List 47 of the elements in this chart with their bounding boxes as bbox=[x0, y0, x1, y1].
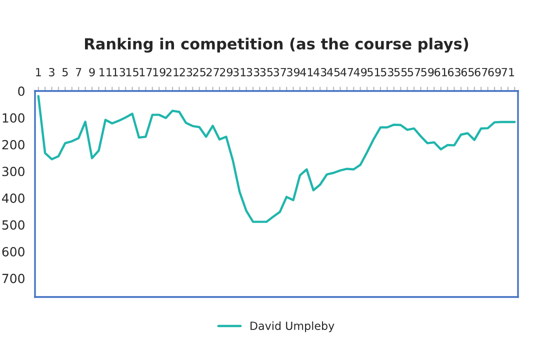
x-tick-label: 13 bbox=[113, 68, 126, 76]
x-tick-label: 69 bbox=[488, 68, 501, 76]
x-tick-label: 49 bbox=[354, 68, 367, 76]
legend-label: David Umpleby bbox=[250, 321, 334, 332]
x-tick-label: 25 bbox=[193, 68, 206, 76]
x-tick-label: 37 bbox=[274, 68, 286, 76]
chart-title: Ranking in competition (as the course plays) bbox=[85, 38, 468, 53]
x-tick-label: 17 bbox=[140, 68, 152, 76]
x-tick-label: 5 bbox=[62, 68, 68, 76]
x-tick-label: 43 bbox=[314, 68, 326, 76]
y-tick-label: 400 bbox=[2, 193, 24, 203]
y-tick-label: 100 bbox=[2, 113, 24, 123]
x-tick-label: 51 bbox=[368, 68, 380, 76]
x-tick-label: 53 bbox=[380, 68, 394, 76]
x-tick-label: 1 bbox=[36, 68, 41, 76]
y-tick-label: 500 bbox=[2, 220, 24, 230]
x-tick-label: 57 bbox=[408, 68, 420, 76]
x-tick-label: 67 bbox=[474, 68, 488, 76]
x-tick-label: 41 bbox=[300, 68, 313, 76]
x-tick-label: 65 bbox=[461, 68, 474, 76]
x-tick-label: 63 bbox=[448, 68, 460, 76]
x-tick-label: 9 bbox=[89, 68, 95, 76]
line-series bbox=[37, 94, 516, 223]
x-tick-label: 15 bbox=[126, 68, 138, 76]
y-tick-label: 0 bbox=[18, 86, 24, 96]
x-tick-label: 71 bbox=[502, 68, 514, 76]
x-tick-label: 23 bbox=[180, 68, 192, 76]
x-tick-label: 39 bbox=[287, 68, 300, 76]
y-tick-label: 300 bbox=[2, 166, 24, 176]
x-tick-label: 21 bbox=[166, 68, 179, 76]
x-tick-label: 3 bbox=[49, 68, 54, 76]
x-tick-label: 29 bbox=[220, 68, 232, 76]
x-tick-label: 27 bbox=[206, 68, 219, 76]
y-tick-label: 600 bbox=[2, 246, 24, 256]
x-tick-label: 11 bbox=[100, 68, 112, 76]
x-tick-label: 47 bbox=[340, 68, 354, 76]
x-tick-label: 7 bbox=[76, 68, 82, 76]
x-tick-label: 59 bbox=[421, 68, 434, 76]
x-tick-label: 19 bbox=[153, 68, 166, 76]
x-tick-label: 35 bbox=[260, 68, 273, 76]
x-tick-label: 55 bbox=[394, 68, 407, 76]
y-tick-label: 200 bbox=[2, 140, 24, 150]
x-tick-label: 31 bbox=[233, 68, 246, 76]
x-tick-label: 45 bbox=[326, 68, 340, 76]
x-tick-label: 33 bbox=[246, 68, 260, 76]
x-tick-label: 61 bbox=[434, 68, 447, 76]
y-tick-label: 700 bbox=[2, 274, 24, 284]
